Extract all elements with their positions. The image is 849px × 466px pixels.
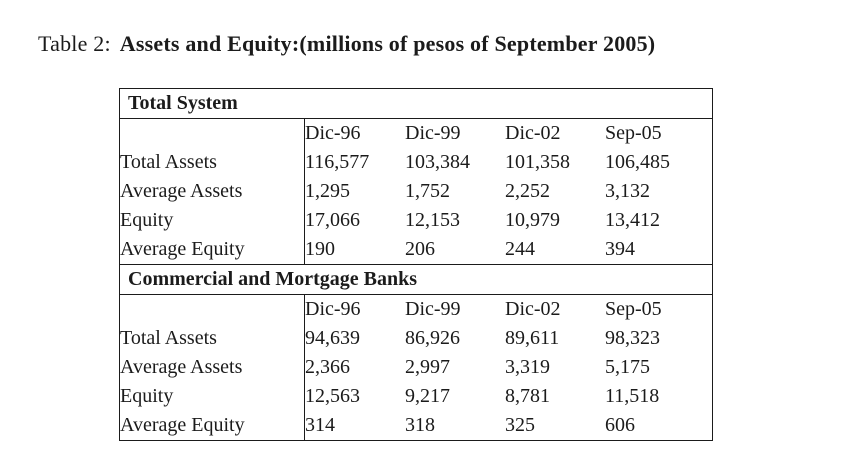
column-header: Dic-96	[305, 298, 361, 320]
table-row: Equity 17,066 12,153 10,979 13,412	[119, 206, 713, 235]
column-header: Dic-96	[305, 122, 361, 144]
row-label: Equity	[119, 382, 305, 411]
value-cell: 318	[405, 414, 435, 436]
value-cell: 12,563	[305, 385, 360, 407]
row-label: Equity	[119, 206, 305, 235]
section-header-commercial-mortgage-banks: Commercial and Mortgage Banks	[119, 264, 713, 295]
column-header: Dic-02	[505, 298, 561, 320]
value-cell: 394	[605, 238, 635, 260]
column-header: Dic-99	[405, 122, 461, 144]
row-label: Average Assets	[119, 353, 305, 382]
table-row: Total Assets 116,577 103,384 101,358 106…	[119, 148, 713, 177]
table-row: Average Assets 2,366 2,997 3,319 5,175	[119, 353, 713, 382]
value-cell: 10,979	[505, 209, 560, 231]
row-label: Average Equity	[119, 235, 305, 265]
table-row: Average Equity 314 318 325 606	[119, 411, 713, 441]
value-cell: 3,319	[505, 356, 550, 378]
row-label: Total Assets	[119, 324, 305, 353]
empty-corner-cell	[119, 294, 305, 324]
value-cell: 12,153	[405, 209, 460, 231]
value-cell: 103,384	[405, 151, 470, 173]
value-cell: 1,752	[405, 180, 450, 202]
row-label: Average Assets	[119, 177, 305, 206]
column-header: Dic-99	[405, 298, 461, 320]
value-cell: 244	[505, 238, 535, 260]
value-cell: 9,217	[405, 385, 450, 407]
table-row: Average Equity 190 206 244 394	[119, 235, 713, 265]
value-cell: 314	[305, 414, 335, 436]
empty-corner-cell	[119, 118, 305, 148]
value-cell: 17,066	[305, 209, 360, 231]
column-header: Sep-05	[605, 298, 662, 320]
value-cell: 1,295	[305, 180, 350, 202]
row-label: Total Assets	[119, 148, 305, 177]
column-header-row: Dic-96 Dic-99 Dic-02 Sep-05	[119, 294, 713, 324]
value-cell: 206	[405, 238, 435, 260]
value-cell: 86,926	[405, 327, 460, 349]
value-cell: 94,639	[305, 327, 360, 349]
assets-equity-table: Total System Dic-96 Dic-99 Dic-02 Sep-05…	[119, 88, 713, 441]
table-row: Average Assets 1,295 1,752 2,252 3,132	[119, 177, 713, 206]
value-cell: 190	[305, 238, 335, 260]
value-cell: 116,577	[305, 151, 370, 173]
value-cell: 606	[605, 414, 635, 436]
column-header: Dic-02	[505, 122, 561, 144]
value-cell: 2,252	[505, 180, 550, 202]
row-label: Average Equity	[119, 411, 305, 441]
section-title: Total System	[119, 88, 713, 119]
caption-title: Assets and Equity:(millions of pesos of …	[119, 31, 656, 56]
section-title: Commercial and Mortgage Banks	[119, 264, 713, 295]
table-caption: Table 2: Assets and Equity:(millions of p…	[38, 31, 655, 57]
column-header-row: Dic-96 Dic-99 Dic-02 Sep-05	[119, 118, 713, 148]
value-cell: 5,175	[605, 356, 650, 378]
value-cell: 98,323	[605, 327, 660, 349]
table-row: Equity 12,563 9,217 8,781 11,518	[119, 382, 713, 411]
value-cell: 13,412	[605, 209, 660, 231]
value-cell: 106,485	[605, 151, 670, 173]
value-cell: 8,781	[505, 385, 550, 407]
value-cell: 2,366	[305, 356, 350, 378]
value-cell: 3,132	[605, 180, 650, 202]
column-header: Sep-05	[605, 122, 662, 144]
value-cell: 325	[505, 414, 535, 436]
value-cell: 101,358	[505, 151, 570, 173]
table-row: Total Assets 94,639 86,926 89,611 98,323	[119, 324, 713, 353]
caption-prefix: Table 2:	[38, 31, 111, 56]
value-cell: 89,611	[505, 327, 560, 349]
value-cell: 11,518	[605, 385, 660, 407]
value-cell: 2,997	[405, 356, 450, 378]
section-header-total-system: Total System	[119, 88, 713, 119]
